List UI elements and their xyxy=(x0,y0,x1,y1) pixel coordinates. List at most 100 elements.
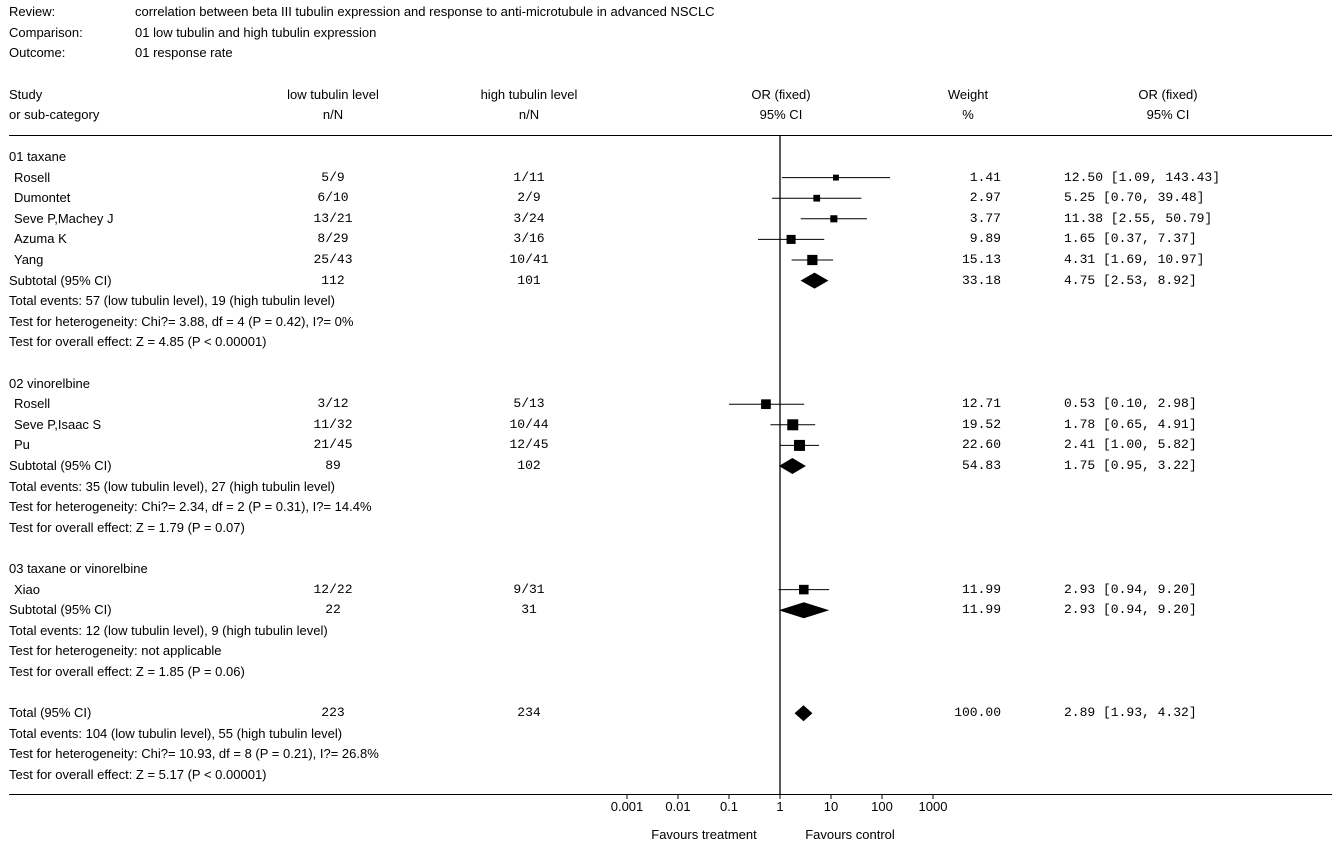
study-or-ci: 0.53 [0.10, 2.98] xyxy=(1064,396,1197,412)
study-name: Rosell xyxy=(14,396,51,412)
study-or-marker xyxy=(832,174,839,181)
header-or-text: OR (fixed) xyxy=(1138,87,1198,102)
study-or-ci: 11.38 [2.55, 50.79] xyxy=(1064,210,1213,226)
subtotal-or-ci: 2.93 [0.94, 9.20] xyxy=(1064,602,1197,618)
header-ci-text: 95% CI xyxy=(1146,107,1190,122)
group-note: Total events: 57 (low tubulin level), 19… xyxy=(9,293,335,309)
total-weight: 100.00 xyxy=(954,705,1001,721)
subtotal-diamond xyxy=(778,602,830,619)
group-note: Test for heterogeneity: Chi?= 2.34, df =… xyxy=(9,499,372,515)
group-title: 03 taxane or vinorelbine xyxy=(9,561,148,576)
comparison-label: Comparison: xyxy=(9,25,83,40)
x-tick-label: 1000 xyxy=(918,799,948,814)
study-or-ci: 5.25 [0.70, 39.48] xyxy=(1064,190,1205,206)
footer-rule xyxy=(9,794,1332,795)
total-high-total: 234 xyxy=(517,705,541,721)
group-note: Test for overall effect: Z = 4.85 (P < 0… xyxy=(9,334,267,350)
study-high-events: 12/45 xyxy=(509,437,549,453)
subtotal-low-total: 112 xyxy=(321,272,345,288)
favours-treatment-label: Favours treatment xyxy=(651,827,757,842)
subtotal-low-total: 22 xyxy=(325,602,341,618)
subtotal-high-total: 102 xyxy=(517,458,541,473)
study-high-events: 5/13 xyxy=(513,396,545,412)
study-or-marker xyxy=(786,234,796,244)
study-weight: 22.60 xyxy=(961,437,1001,453)
study-or-ci: 4.31 [1.69, 10.97] xyxy=(1064,252,1205,267)
study-low-events: 25/43 xyxy=(313,252,353,267)
study-name: Dumontet xyxy=(14,190,71,206)
study-high-events: 1/11 xyxy=(513,169,545,185)
study-name: Rosell xyxy=(14,169,51,185)
study-or-ci: 2.41 [1.00, 5.82] xyxy=(1064,437,1197,453)
study-high-events: 3/24 xyxy=(513,210,545,226)
total-note: Total events: 104 (low tubulin level), 5… xyxy=(9,725,343,741)
study-or-marker xyxy=(761,399,771,410)
study-or-marker xyxy=(799,584,809,595)
study-high-events: 10/44 xyxy=(509,416,549,432)
study-weight: 9.89 xyxy=(969,231,1001,247)
x-tick-label: 10 xyxy=(823,799,839,814)
subtotal-weight: 33.18 xyxy=(961,272,1001,288)
group-note: Test for overall effect: Z = 1.85 (P = 0… xyxy=(9,664,245,679)
outcome-label: Outcome: xyxy=(9,45,66,60)
header-rule xyxy=(9,135,1332,136)
subtotal-label: Subtotal (95% CI) xyxy=(9,602,112,618)
review-text: correlation between beta III tubulin exp… xyxy=(135,4,715,19)
x-tick-label: 0.001 xyxy=(610,799,644,814)
study-high-events: 9/31 xyxy=(513,581,545,597)
study-high-events: 2/9 xyxy=(517,190,541,206)
x-tick-label: 100 xyxy=(871,799,893,814)
total-note: Test for heterogeneity: Chi?= 10.93, df … xyxy=(9,746,379,762)
study-low-events: 12/22 xyxy=(313,581,353,597)
comparison-text: 01 low tubulin and high tubulin expressi… xyxy=(135,25,377,40)
subtotal-high-total: 101 xyxy=(517,272,541,288)
subtotal-label: Subtotal (95% CI) xyxy=(9,458,112,473)
study-weight: 19.52 xyxy=(961,416,1001,432)
study-or-ci: 12.50 [1.09, 143.43] xyxy=(1064,169,1221,185)
subtotal-weight: 54.83 xyxy=(961,458,1001,473)
header-or-plot: OR (fixed) xyxy=(751,87,811,102)
subtotal-or-ci: 1.75 [0.95, 3.22] xyxy=(1064,458,1197,473)
total-label: Total (95% CI) xyxy=(9,705,92,721)
total-low-total: 223 xyxy=(321,705,345,721)
study-high-events: 10/41 xyxy=(509,252,549,267)
total-diamond xyxy=(794,705,813,722)
study-or-ci: 1.65 [0.37, 7.37] xyxy=(1064,231,1197,247)
group-note: Test for heterogeneity: not applicable xyxy=(9,643,222,659)
study-high-events: 3/16 xyxy=(513,231,545,247)
study-low-events: 13/21 xyxy=(313,210,353,226)
group-note: Total events: 12 (low tubulin level), 9 … xyxy=(9,622,328,638)
header-weight: Weight xyxy=(947,87,989,102)
subtotal-low-total: 89 xyxy=(325,458,341,473)
outcome-text: 01 response rate xyxy=(135,45,233,60)
study-name: Yang xyxy=(14,252,44,267)
study-name: Seve P,Machey J xyxy=(14,210,114,226)
study-or-marker xyxy=(793,439,805,451)
header-high-nN: n/N xyxy=(518,107,540,122)
study-name: Seve P,Isaac S xyxy=(14,416,102,432)
group-title: 02 vinorelbine xyxy=(9,375,90,391)
study-weight: 3.77 xyxy=(969,210,1001,226)
header-high-tubulin: high tubulin level xyxy=(480,87,578,102)
x-tick-label: 0.1 xyxy=(719,799,739,814)
study-weight: 15.13 xyxy=(961,252,1001,267)
study-or-marker xyxy=(787,419,799,431)
group-title: 01 taxane xyxy=(9,149,67,164)
study-low-events: 5/9 xyxy=(321,169,345,185)
study-low-events: 3/12 xyxy=(317,396,349,412)
study-low-events: 8/29 xyxy=(317,231,349,247)
study-low-events: 6/10 xyxy=(317,190,349,206)
header-low-nN: n/N xyxy=(322,107,344,122)
review-label: Review: xyxy=(9,4,56,19)
study-name: Azuma K xyxy=(14,231,67,247)
study-low-events: 21/45 xyxy=(313,437,353,453)
subtotal-weight: 11.99 xyxy=(961,602,1001,618)
group-note: Test for overall effect: Z = 1.79 (P = 0… xyxy=(9,519,245,535)
study-or-marker xyxy=(807,254,818,266)
study-weight: 11.99 xyxy=(961,581,1001,597)
favours-control-label: Favours control xyxy=(805,827,895,842)
study-weight: 2.97 xyxy=(969,190,1001,206)
x-tick-label: 0.01 xyxy=(665,799,691,814)
study-name: Pu xyxy=(14,437,30,453)
